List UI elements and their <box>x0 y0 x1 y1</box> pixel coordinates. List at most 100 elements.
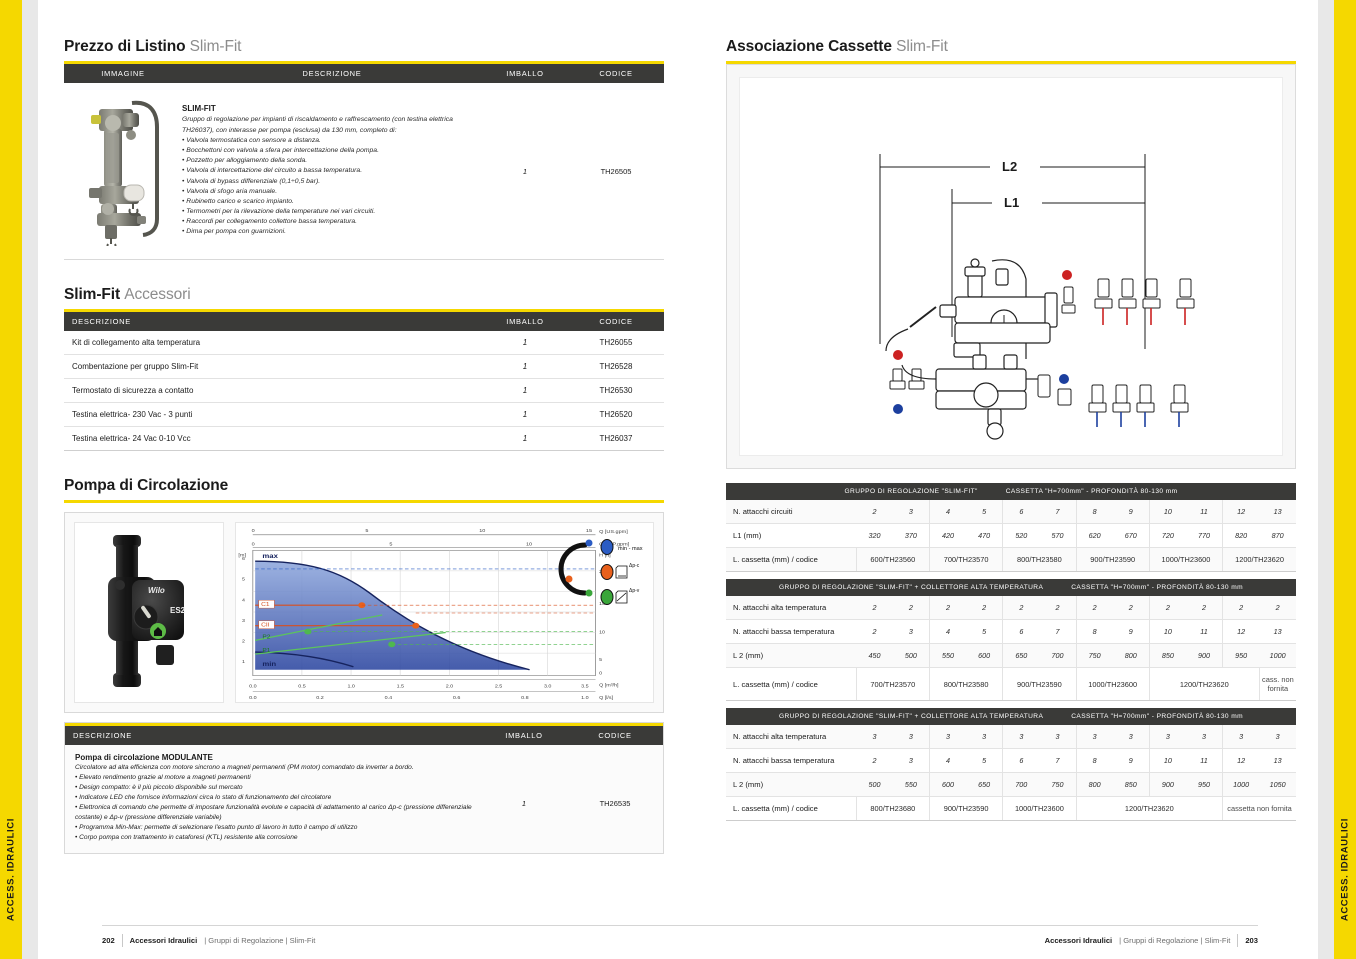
table-row: Testina elettrica- 230 Vac - 3 punti 1 TH2… <box>64 402 664 427</box>
assoc-cell: 3 <box>892 748 930 773</box>
assoc-cell: 2 <box>1112 596 1150 620</box>
footer-right: Accessori Idraulici | Gruppi di Regolazi… <box>1045 934 1258 947</box>
assoc-cell: 750 <box>1039 772 1077 797</box>
side-tab-left: ACCESS. IDRAULICI <box>0 0 22 959</box>
gutter-left <box>22 0 38 959</box>
list-item: Elettronica di comando che permette di i… <box>75 803 473 823</box>
svg-text:3: 3 <box>242 618 245 623</box>
assoc-cell: 670 <box>1112 523 1150 548</box>
list-item: Bocchettoni con valvola a sfera per inte… <box>182 146 472 156</box>
svg-text:15: 15 <box>599 602 605 607</box>
left-page-column: Prezzo di Listino Slim-Fit IMMAGINE DESC… <box>64 0 664 959</box>
svg-text:3.0: 3.0 <box>544 684 552 689</box>
accessorio-descrizione: Combentazione per gruppo Slim-Fit <box>64 354 482 379</box>
assoc-code-cell: cassetta non fornita <box>1222 796 1296 821</box>
assoc-cell: 10 <box>1148 619 1186 644</box>
table-row: L. cassetta (mm) / codice 800/TH23680 900/… <box>726 796 1296 821</box>
pump-col-codice: CODICE <box>567 726 663 745</box>
accessorio-descrizione: Termostato di sicurezza a contatto <box>64 378 482 403</box>
assoc-cell: 3 <box>1148 725 1186 749</box>
assoc-code-cell: 1200/TH23620 <box>1148 667 1260 701</box>
accessori-heading-bold: Slim-Fit <box>64 286 121 303</box>
accessorio-imballo: 1 <box>482 402 568 427</box>
svg-text:1: 1 <box>242 659 245 664</box>
assoc-row-label: N. attacchi alta temperatura <box>726 725 857 749</box>
pump-desc-body: Pompa di circolazione MODULANTE Circolat… <box>65 745 663 854</box>
assoc-code-cell: cass. non fornita <box>1258 667 1296 701</box>
footer-left-bold: Accessori Idraulici <box>129 936 198 945</box>
chart-legend: min - max Δp-c Δp-v <box>555 535 647 614</box>
assoc-cell: 870 <box>1259 523 1296 548</box>
pompa-section: Pompa di Circolazione <box>64 477 664 855</box>
assoc-table-gap <box>726 701 1296 708</box>
assoc-code-row-label: L. cassetta (mm) / codice <box>726 547 857 572</box>
product-feature-list: Valvola termostatica con sensore a dista… <box>182 136 472 238</box>
assoc-cell: 2 <box>856 748 893 773</box>
assoc-cell: 800 <box>1075 772 1113 797</box>
assoc-cell: 2 <box>892 596 930 620</box>
pump-codice: TH26535 <box>599 799 631 808</box>
assoc-cell: 3 <box>1185 725 1223 749</box>
svg-text:5: 5 <box>599 657 602 662</box>
svg-text:2: 2 <box>242 639 245 644</box>
legend-label-dpv: Δp-v <box>629 588 640 594</box>
accessori-col-codice: CODICE <box>568 312 664 331</box>
side-tab-right-label: ACCESS. IDRAULICI <box>1339 817 1351 921</box>
accessori-heading: Slim-Fit Accessori <box>64 286 664 304</box>
side-tab-left-label: ACCESS. IDRAULICI <box>5 817 17 921</box>
assoc-table: GRUPPO DI REGOLAZIONE "SLIM-FIT" + COLLE… <box>726 708 1296 821</box>
svg-text:3.5: 3.5 <box>581 684 589 689</box>
accessorio-codice: TH26520 <box>568 402 664 427</box>
chart-legend-svg: min - max Δp-c Δp-v <box>558 539 643 605</box>
pump-product-intro: Circolatore ad alta efficienza con motor… <box>75 764 414 771</box>
pump-media-box: ES2 Wilo <box>64 512 664 713</box>
pump-imballo: 1 <box>521 799 527 808</box>
assoc-cell: 4 <box>928 748 967 773</box>
assoc-heading: Associazione Cassette Slim-Fit <box>726 38 1296 56</box>
page-footer: 202 Accessori Idraulici | Gruppi di Rego… <box>76 925 1280 959</box>
accessorio-descrizione: Testina elettrica- 24 Vac 0-10 Vcc <box>64 426 482 451</box>
accessorio-descrizione: Testina elettrica- 230 Vac - 3 punti <box>64 402 482 427</box>
assoc-cell: 5 <box>966 748 1003 773</box>
svg-text:15: 15 <box>586 528 592 533</box>
svg-text:2.0: 2.0 <box>446 684 454 689</box>
assoc-cell: 2 <box>856 596 893 620</box>
assoc-cell: 8 <box>1075 619 1113 644</box>
assoc-code-cell: 1200/TH23620 <box>1222 547 1296 572</box>
svg-text:P1: P1 <box>262 649 271 654</box>
svg-text:0.0: 0.0 <box>249 695 257 700</box>
svg-text:1.0: 1.0 <box>581 695 589 700</box>
accessori-heading-light: Accessori <box>124 286 191 303</box>
assoc-cell: 3 <box>928 725 967 749</box>
list-item: Raccordi per collegamento collettore bas… <box>182 217 472 227</box>
assoc-cell: 850 <box>1148 643 1186 668</box>
svg-text:min: min <box>262 660 276 667</box>
assoc-band-text: GRUPPO DI REGOLAZIONE "SLIM-FIT" + COLLE… <box>726 579 1296 596</box>
svg-text:5: 5 <box>365 528 368 533</box>
assoc-heading-light: Slim-Fit <box>896 38 948 55</box>
assoc-tables-container: GRUPPO DI REGOLAZIONE "SLIM-FIT" CASSETTA… <box>726 483 1296 821</box>
assoc-code-cell: 600/TH23560 <box>855 547 930 572</box>
list-item: Corpo pompa con trattamento in catafores… <box>75 833 473 843</box>
assoc-cell: 4 <box>928 500 967 524</box>
assoc-cell: 470 <box>966 523 1003 548</box>
product-codice: TH26505 <box>568 83 664 260</box>
table-row: Kit di collegamento alta temperatura 1 TH2… <box>64 331 664 355</box>
table-row: L. cassetta (mm) / codice 600/TH23560 700/… <box>726 547 1296 572</box>
page-sheet: Prezzo di Listino Slim-Fit IMMAGINE DESC… <box>38 0 1318 959</box>
assoc-yellow-rule <box>726 61 1296 64</box>
svg-text:0.8: 0.8 <box>521 695 529 700</box>
assoc-cell: 900 <box>1185 643 1223 668</box>
accessorio-codice: TH26530 <box>568 378 664 403</box>
table-row: Termostato di sicurezza a contatto 1 TH265… <box>64 378 664 403</box>
pump-curve-svg: 0 5 10 15 Q [US.gpm] 0 5 10 Q [IMP.gpm] [m] H … <box>238 528 629 701</box>
assoc-cell: 5 <box>966 500 1003 524</box>
assoc-cell: 3 <box>856 725 893 749</box>
svg-text:Q [m³/h]: Q [m³/h] <box>599 683 619 688</box>
dimension-label-l2: L2 <box>1002 159 1017 174</box>
assoc-cell: 2 <box>1002 596 1040 620</box>
assoc-code-cell: 900/TH23590 <box>1075 547 1150 572</box>
list-item: Valvola di sfogo aria manuale. <box>182 187 472 197</box>
assoc-cell: 12 <box>1222 619 1260 644</box>
assoc-row-label: L 2 (mm) <box>726 643 857 668</box>
